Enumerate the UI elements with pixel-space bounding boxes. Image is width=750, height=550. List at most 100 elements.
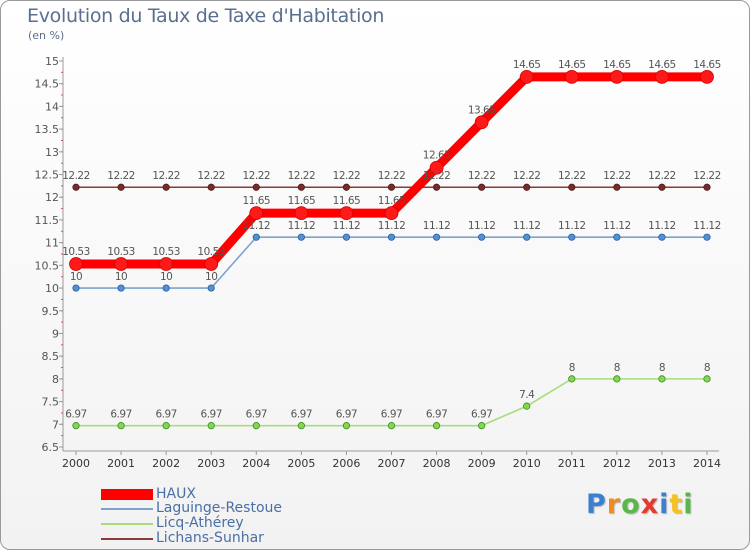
data-label-haux: 10.53 [62,246,90,258]
data-point-haux [564,69,579,84]
data-point-lichans-sunhar [342,183,351,191]
logo-letter: P [586,489,607,520]
data-point-licq-atherey [703,375,711,383]
data-point-haux [429,160,444,175]
data-label-licq-atherey: 8 [704,362,710,374]
data-point-lichans-sunhar [252,183,260,191]
data-label-licq-atherey: 6.97 [291,409,312,421]
data-label-lichans-sunhar: 12.22 [558,170,586,182]
y-tick-label: 10 [45,282,59,295]
y-tick-label: 11.5 [35,214,60,227]
y-tick-label: 13.5 [35,123,60,136]
data-point-laguinge-restoue [117,284,125,292]
data-point-haux [384,206,399,221]
data-point-haux [609,69,624,84]
y-tick-label: 9.5 [42,305,60,318]
legend-label-laguinge-restoue: Laguinge-Restoue [156,500,282,516]
data-point-lichans-sunhar [162,183,170,191]
y-tick-label: 9 [52,327,59,340]
series-lichans-sunhar [72,183,711,191]
y-tick-label: 13 [45,146,59,159]
data-point-haux [339,206,354,221]
logo-letter: i [659,489,670,520]
y-tick-label: 15 [45,55,59,68]
x-tick-label: 2007 [378,457,406,470]
data-point-lichans-sunhar [72,183,80,191]
data-label-lichans-sunhar: 12.22 [107,170,135,182]
data-label-licq-atherey: 8 [659,362,665,374]
data-label-laguinge-restoue: 11.12 [558,220,586,232]
legend-label-haux: HAUX [156,486,196,502]
data-point-laguinge-restoue [387,233,396,241]
series-licq-atherey [72,375,711,430]
data-label-laguinge-restoue: 11.12 [693,220,721,232]
data-label-lichans-sunhar: 12.22 [288,170,316,182]
data-point-lichans-sunhar [207,183,215,191]
data-point-licq-atherey [117,422,125,430]
data-point-lichans-sunhar [432,183,441,191]
legend-swatch-licq-atherey [101,523,153,525]
data-labels: 10.53 10.53 10.53 10.53 11.65 11.65 11.65 11.65… [62,59,721,421]
data-point-licq-atherey [72,422,80,430]
data-point-lichans-sunhar [658,183,666,191]
legend-swatch-lichans-sunhar [101,538,153,540]
proxiti-logo: Proxiti [586,489,694,520]
x-tick-label: 2014 [693,457,721,470]
data-label-laguinge-restoue: 10 [205,271,217,283]
x-tick-label: 2013 [648,457,676,470]
data-point-licq-atherey [207,422,215,430]
data-label-licq-atherey: 6.97 [65,409,86,421]
x-tick-label: 2005 [287,457,315,470]
logo-letter: r [606,489,622,520]
data-label-haux: 11.65 [378,195,406,207]
data-label-licq-atherey: 6.97 [426,409,447,421]
data-point-licq-atherey [478,422,486,430]
data-point-haux [69,257,83,271]
data-point-lichans-sunhar [387,183,396,191]
y-tick-label: 11 [45,237,59,250]
data-label-laguinge-restoue: 11.12 [288,220,316,232]
data-label-laguinge-restoue: 11.12 [648,220,676,232]
data-label-haux: 10.53 [197,246,225,258]
data-point-lichans-sunhar [117,183,125,191]
y-tick-label: 14 [45,100,59,113]
x-tick-label: 2004 [242,457,270,470]
x-tick-label: 2011 [558,457,586,470]
chart-unit-label: (en %) [28,29,65,42]
data-label-haux: 14.65 [603,59,631,71]
data-label-licq-atherey: 8 [614,362,620,374]
data-point-lichans-sunhar [297,183,305,191]
data-label-licq-atherey: 6.97 [155,409,176,421]
data-point-haux [249,206,264,221]
data-label-laguinge-restoue: 10 [70,271,82,283]
data-label-lichans-sunhar: 12.22 [648,170,676,182]
data-label-licq-atherey: 6.97 [246,409,267,421]
data-label-lichans-sunhar: 12.22 [603,170,631,182]
data-point-laguinge-restoue [252,233,260,241]
data-label-lichans-sunhar: 12.22 [468,170,496,182]
data-label-haux: 11.65 [288,195,316,207]
legend-label-licq-atherey: Licq-Athérey [156,515,244,531]
data-point-haux [294,206,309,221]
data-point-lichans-sunhar [568,183,576,191]
data-label-lichans-sunhar: 12.22 [333,170,361,182]
y-tick-label: 8 [52,373,59,386]
data-label-licq-atherey: 6.97 [471,409,492,421]
data-label-haux: 14.65 [558,59,586,71]
x-tick-label: 2012 [603,457,631,470]
data-point-haux [655,69,669,84]
series-laguinge-restoue [72,233,711,292]
data-label-lichans-sunhar: 12.22 [197,170,225,182]
x-tick-label: 2009 [468,457,496,470]
x-tick-label: 2003 [197,457,225,470]
data-point-licq-atherey [568,375,576,383]
data-point-haux [204,257,219,271]
logo-letter: o [621,489,641,520]
data-label-lichans-sunhar: 12.22 [152,170,180,182]
data-label-licq-atherey: 8 [569,362,575,374]
data-label-licq-atherey: 7.4 [519,389,535,401]
data-label-laguinge-restoue: 11.12 [423,220,451,232]
data-label-licq-atherey: 6.97 [201,409,222,421]
data-point-licq-atherey [387,422,396,430]
